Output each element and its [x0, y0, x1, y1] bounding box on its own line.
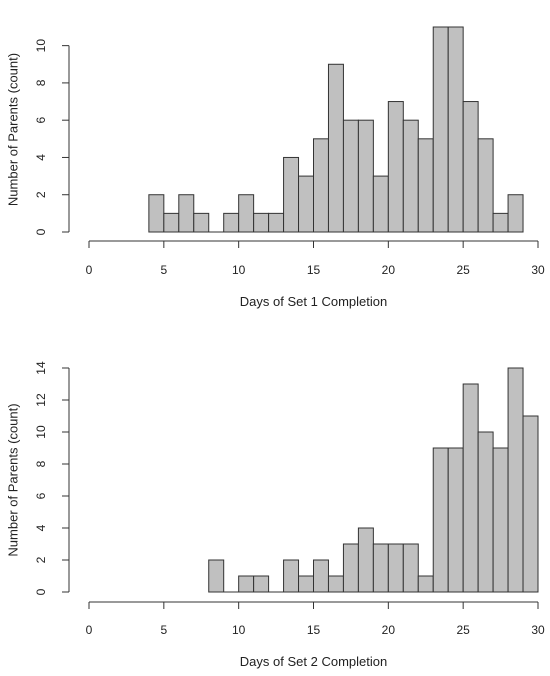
x-tick-label: 10	[232, 263, 246, 277]
y-tick-label: 10	[34, 39, 48, 53]
histogram-bar	[387, 543, 404, 593]
histogram-bar	[238, 575, 255, 593]
x-tick-label: 30	[531, 623, 545, 637]
x-tick-label: 0	[86, 263, 93, 277]
y-tick-label: 2	[34, 556, 48, 563]
y-tick-label: 10	[34, 425, 48, 439]
histogram-bar	[432, 26, 449, 233]
histogram-bar	[477, 138, 494, 233]
x-tick-label: 30	[531, 263, 545, 277]
histogram-bar	[327, 575, 344, 593]
histogram-bar	[492, 447, 509, 593]
histogram-bar	[298, 175, 314, 233]
histogram-bar	[462, 101, 479, 233]
y-tick-label: 4	[34, 154, 48, 161]
y-tick-label: 2	[34, 191, 48, 198]
histogram-bar	[372, 543, 389, 593]
histogram-bar	[507, 367, 524, 593]
y-tick-label: 6	[34, 492, 48, 499]
histogram-bar	[432, 447, 449, 593]
x-tick-label: 5	[160, 623, 167, 637]
histogram-bar	[507, 194, 524, 233]
histogram-bar	[402, 543, 419, 593]
histogram-bar	[342, 119, 359, 233]
histogram-bar	[193, 212, 210, 233]
set2-histogram-panel: 0 5 10 15 20 25 30 0 2 4 6 8 10 12 14 Days of Set 2 Com…	[5, 361, 545, 669]
histogram-bar	[477, 431, 494, 593]
histogram-bar	[268, 212, 285, 233]
x-tick-label: 5	[160, 263, 167, 277]
histogram-bar	[313, 559, 329, 593]
histogram-bar	[417, 575, 434, 593]
y-tick-label: 4	[34, 524, 48, 531]
x-axis-label: Days of Set 1 Completion	[240, 294, 387, 309]
x-tick-label: 20	[382, 623, 396, 637]
histogram-bar	[357, 119, 374, 233]
y-tick-label: 8	[34, 79, 48, 86]
x-tick-label: 15	[307, 623, 321, 637]
histogram-bar	[372, 175, 389, 233]
histogram-bar	[283, 156, 300, 233]
y-tick-label: 6	[34, 117, 48, 124]
histogram-bar	[522, 415, 539, 593]
histogram-bar	[253, 575, 270, 593]
y-tick-label: 0	[34, 588, 48, 595]
y-tick-label: 14	[34, 361, 48, 375]
y-axis-label: Number of Parents (count)	[5, 53, 20, 206]
histogram-bar	[357, 527, 374, 593]
y-axis-label: Number of Parents (count)	[5, 403, 20, 556]
x-tick-label: 25	[456, 623, 470, 637]
histogram-bar	[313, 138, 329, 233]
histogram-bar	[342, 543, 359, 593]
histogram-bar	[402, 119, 419, 233]
x-tick-label: 0	[86, 623, 93, 637]
histogram-bar	[208, 559, 225, 593]
histogram-bar	[178, 194, 195, 233]
x-tick-label: 20	[382, 263, 396, 277]
histogram-bar	[492, 212, 509, 233]
histogram-bar	[462, 383, 479, 593]
histogram-bar	[253, 212, 270, 233]
histogram-bar	[447, 447, 464, 593]
histogram-bar	[447, 26, 464, 233]
x-tick-label: 15	[307, 263, 321, 277]
histogram-bar	[417, 138, 434, 233]
y-tick-label: 12	[34, 393, 48, 407]
histogram-bar	[148, 194, 165, 233]
set1-histogram-panel: 0 5 10 15 20 25 30 0 2 4 6 8 10 Days of Set 1 Complet…	[5, 26, 545, 309]
histogram-bar	[327, 63, 344, 233]
y-tick-label: 8	[34, 460, 48, 467]
histogram-bar	[283, 559, 300, 593]
y-tick-label: 0	[34, 228, 48, 235]
x-tick-label: 25	[456, 263, 470, 277]
histogram-bar	[238, 194, 255, 233]
histogram-bar	[298, 575, 314, 593]
x-axis-label: Days of Set 2 Completion	[240, 654, 387, 669]
histogram-bar	[387, 101, 404, 233]
histogram-bar	[163, 212, 180, 233]
x-tick-label: 10	[232, 623, 246, 637]
histogram-bar	[223, 212, 240, 233]
